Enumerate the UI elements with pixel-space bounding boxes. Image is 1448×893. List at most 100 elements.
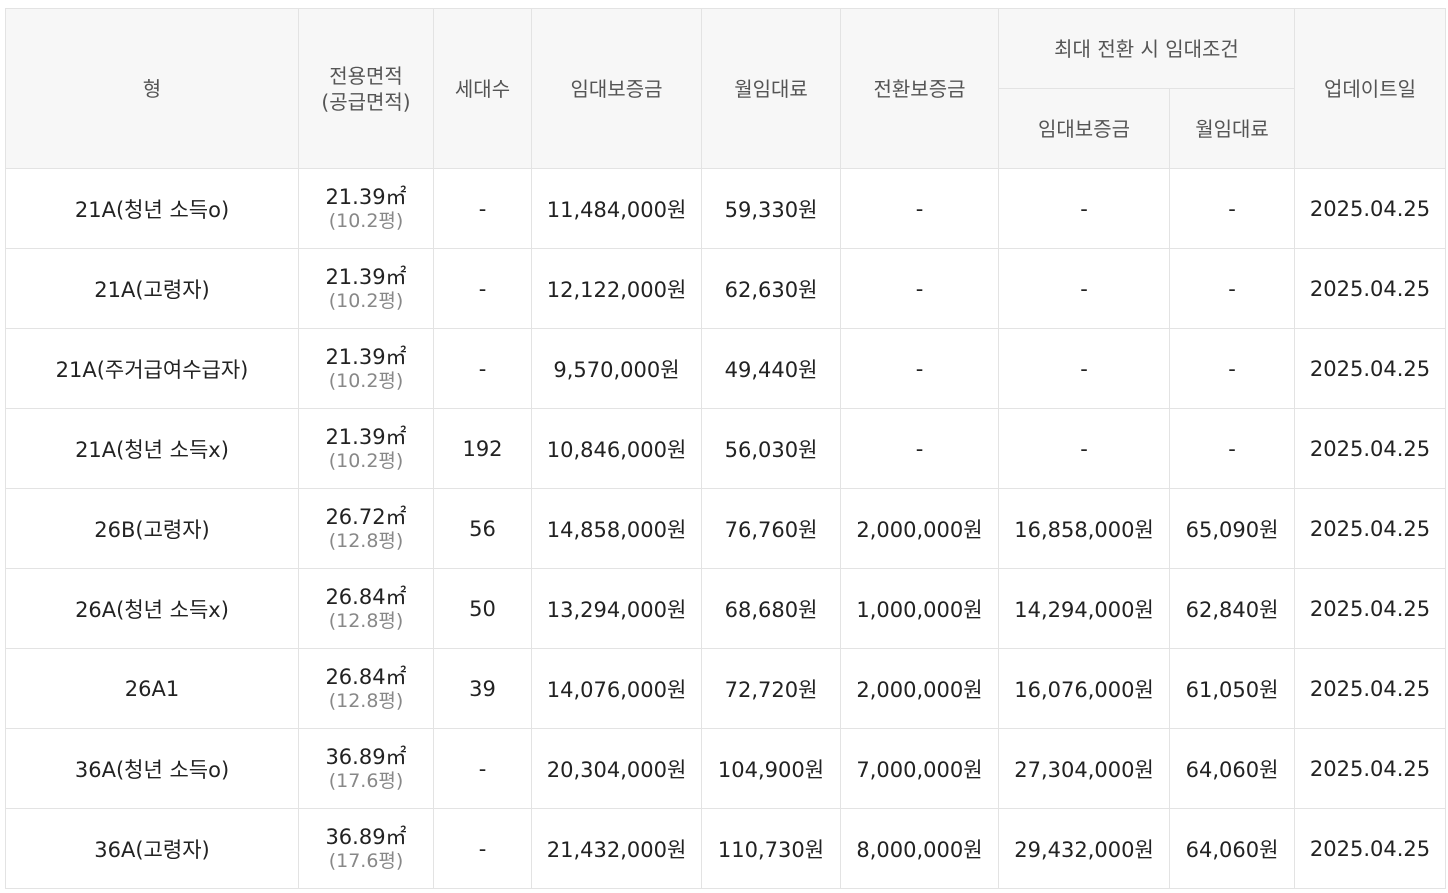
cell-households: - — [433, 808, 532, 889]
cell-max-deposit: - — [998, 168, 1170, 249]
cell-area-exclusive: 21.39㎡ — [325, 424, 407, 449]
table-row: 26B(고령자) 26.72㎡ (12.8평) 56 14,858,000원 76… — [5, 488, 1446, 569]
cell-area-exclusive: 36.89㎡ — [325, 824, 407, 849]
cell-updated: 2025.04.25 — [1294, 728, 1446, 809]
cell-area-exclusive: 21.39㎡ — [325, 184, 407, 209]
table-row: 21A(청년 소득o) 21.39㎡ (10.2평) - 11,484,000원 … — [5, 168, 1446, 249]
cell-deposit: 20,304,000원 — [531, 728, 702, 809]
table-row: 21A(청년 소득x) 21.39㎡ (10.2평) 192 10,846,000… — [5, 408, 1446, 489]
header-deposit: 임대보증금 — [531, 8, 702, 169]
cell-max-deposit: 16,076,000원 — [998, 648, 1170, 729]
cell-area-supply: (10.2평) — [328, 369, 404, 392]
cell-updated: 2025.04.25 — [1294, 648, 1446, 729]
cell-area: 21.39㎡ (10.2평) — [298, 408, 434, 489]
cell-rent: 68,680원 — [701, 568, 841, 649]
cell-updated: 2025.04.25 — [1294, 488, 1446, 569]
cell-deposit: 9,570,000원 — [531, 328, 702, 409]
cell-area-supply: (12.8평) — [328, 609, 404, 632]
cell-updated: 2025.04.25 — [1294, 328, 1446, 409]
cell-area-supply: (17.6평) — [328, 849, 404, 872]
cell-area-supply: (12.8평) — [328, 529, 404, 552]
cell-deposit: 12,122,000원 — [531, 248, 702, 329]
cell-conversion: - — [840, 168, 999, 249]
cell-households: 56 — [433, 488, 532, 569]
cell-conversion: 1,000,000원 — [840, 568, 999, 649]
cell-type: 36A(고령자) — [5, 808, 299, 889]
cell-area-exclusive: 36.89㎡ — [325, 744, 407, 769]
cell-max-deposit: - — [998, 408, 1170, 489]
cell-max-rent: - — [1169, 248, 1295, 329]
table-row: 36A(고령자) 36.89㎡ (17.6평) - 21,432,000원 110… — [5, 808, 1446, 889]
cell-households: - — [433, 248, 532, 329]
header-updated: 업데이트일 — [1294, 8, 1446, 169]
cell-type: 26A(청년 소득x) — [5, 568, 299, 649]
cell-area: 21.39㎡ (10.2평) — [298, 328, 434, 409]
cell-max-rent: 65,090원 — [1169, 488, 1295, 569]
table-row: 21A(주거급여수급자) 21.39㎡ (10.2평) - 9,570,000원 … — [5, 328, 1446, 409]
cell-area-exclusive: 26.72㎡ — [325, 504, 407, 529]
cell-updated: 2025.04.25 — [1294, 248, 1446, 329]
table-row: 36A(청년 소득o) 36.89㎡ (17.6평) - 20,304,000원 … — [5, 728, 1446, 809]
cell-area-supply: (10.2평) — [328, 289, 404, 312]
header-type: 형 — [5, 8, 299, 169]
cell-conversion: - — [840, 328, 999, 409]
cell-type: 26B(고령자) — [5, 488, 299, 569]
table-header: 형 전용면적 (공급면적) 세대수 임대보증금 월임대료 전환보증금 최대 전환… — [5, 8, 1446, 169]
table-row: 26A1 26.84㎡ (12.8평) 39 14,076,000원 72,720… — [5, 648, 1446, 729]
cell-max-rent: 61,050원 — [1169, 648, 1295, 729]
cell-area-exclusive: 26.84㎡ — [325, 584, 407, 609]
header-area-line2: (공급면적) — [321, 89, 411, 114]
cell-deposit: 10,846,000원 — [531, 408, 702, 489]
cell-type: 21A(주거급여수급자) — [5, 328, 299, 409]
header-max-conversion-group: 최대 전환 시 임대조건 — [998, 8, 1295, 89]
cell-deposit: 13,294,000원 — [531, 568, 702, 649]
cell-area: 21.39㎡ (10.2평) — [298, 168, 434, 249]
cell-type: 36A(청년 소득o) — [5, 728, 299, 809]
cell-max-deposit: 29,432,000원 — [998, 808, 1170, 889]
cell-updated: 2025.04.25 — [1294, 168, 1446, 249]
cell-households: 39 — [433, 648, 532, 729]
header-max-deposit: 임대보증금 — [998, 88, 1170, 169]
header-area-line1: 전용면적 — [329, 63, 403, 88]
cell-households: 50 — [433, 568, 532, 649]
cell-max-deposit: - — [998, 248, 1170, 329]
cell-max-rent: 64,060원 — [1169, 808, 1295, 889]
cell-area-supply: (10.2평) — [328, 209, 404, 232]
cell-type: 21A(청년 소득o) — [5, 168, 299, 249]
header-max-monthly-rent: 월임대료 — [1169, 88, 1295, 169]
cell-conversion: 2,000,000원 — [840, 488, 999, 569]
header-area: 전용면적 (공급면적) — [298, 8, 434, 169]
cell-max-rent: 62,840원 — [1169, 568, 1295, 649]
cell-rent: 62,630원 — [701, 248, 841, 329]
cell-rent: 49,440원 — [701, 328, 841, 409]
cell-households: - — [433, 168, 532, 249]
cell-conversion: - — [840, 408, 999, 489]
cell-max-rent: - — [1169, 408, 1295, 489]
cell-rent: 56,030원 — [701, 408, 841, 489]
cell-conversion: - — [840, 248, 999, 329]
table-row: 21A(고령자) 21.39㎡ (10.2평) - 12,122,000원 62,… — [5, 248, 1446, 329]
cell-updated: 2025.04.25 — [1294, 568, 1446, 649]
cell-conversion: 8,000,000원 — [840, 808, 999, 889]
cell-area: 36.89㎡ (17.6평) — [298, 728, 434, 809]
header-households: 세대수 — [433, 8, 532, 169]
cell-area: 36.89㎡ (17.6평) — [298, 808, 434, 889]
cell-rent: 59,330원 — [701, 168, 841, 249]
cell-area-supply: (17.6평) — [328, 769, 404, 792]
cell-deposit: 14,076,000원 — [531, 648, 702, 729]
cell-max-rent: - — [1169, 168, 1295, 249]
cell-rent: 76,760원 — [701, 488, 841, 569]
cell-updated: 2025.04.25 — [1294, 408, 1446, 489]
cell-area: 26.84㎡ (12.8평) — [298, 648, 434, 729]
cell-type: 26A1 — [5, 648, 299, 729]
header-monthly-rent: 월임대료 — [701, 8, 841, 169]
cell-updated: 2025.04.25 — [1294, 808, 1446, 889]
cell-area: 26.72㎡ (12.8평) — [298, 488, 434, 569]
cell-area: 26.84㎡ (12.8평) — [298, 568, 434, 649]
cell-households: - — [433, 328, 532, 409]
cell-rent: 104,900원 — [701, 728, 841, 809]
header-conversion-deposit: 전환보증금 — [840, 8, 999, 169]
cell-type: 21A(청년 소득x) — [5, 408, 299, 489]
cell-max-rent: - — [1169, 328, 1295, 409]
cell-conversion: 2,000,000원 — [840, 648, 999, 729]
